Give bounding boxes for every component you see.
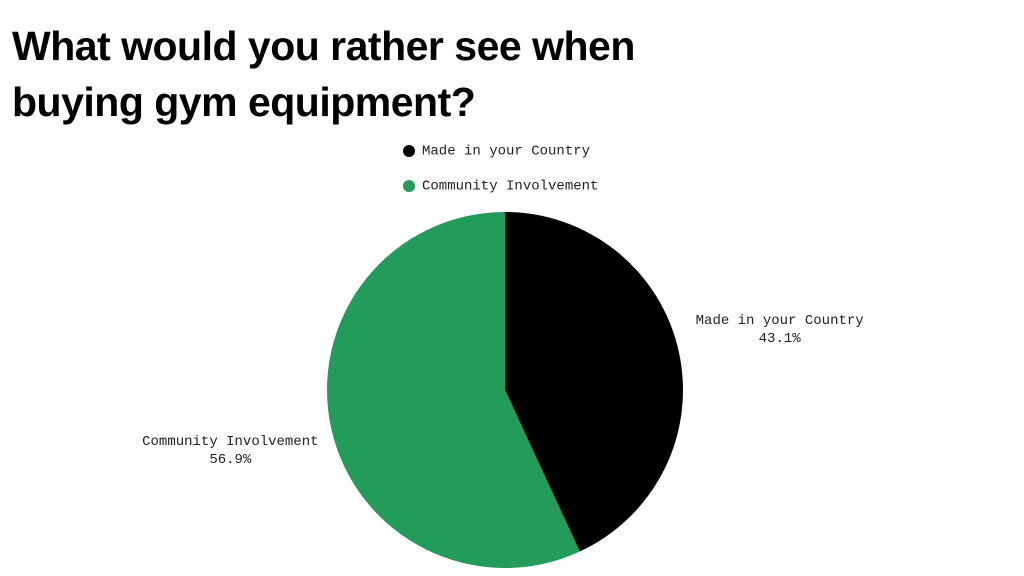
legend-label: Community Involvement <box>422 179 598 195</box>
slice-label: Community Involvement <box>142 434 318 450</box>
legend-marker <box>403 145 415 157</box>
legend-marker <box>403 180 415 192</box>
pie-slice <box>505 211 684 552</box>
slice-value-label: 43.1% <box>759 331 802 347</box>
slice-label: Made in your Country <box>696 313 864 329</box>
chart-title: What would you rather see when buying gy… <box>12 23 635 125</box>
pie-slice <box>327 212 580 568</box>
legend-label: Made in your Country <box>422 144 590 160</box>
slice-value-label: 56.9% <box>209 452 252 468</box>
